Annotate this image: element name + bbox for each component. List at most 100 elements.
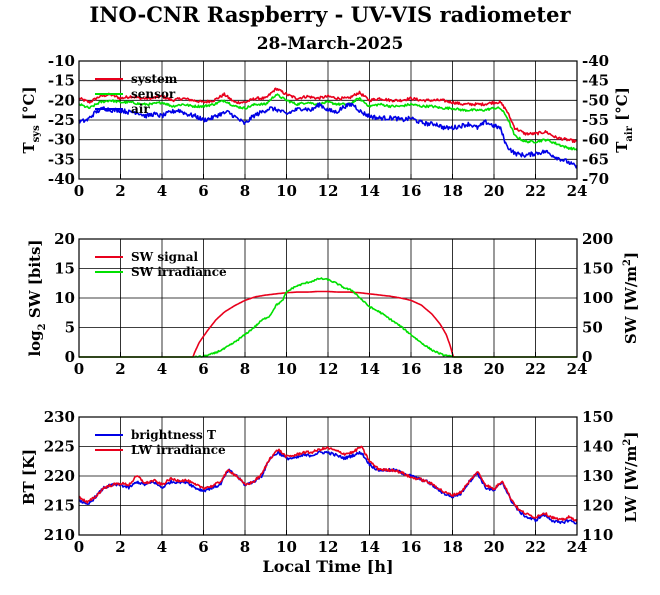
y-tick-label-right: -40: [582, 52, 609, 70]
series-line-system: [78, 87, 578, 143]
x-tick-label: 2: [115, 360, 125, 378]
x-tick-label: 0: [74, 182, 84, 200]
x-tick-label: 4: [157, 182, 167, 200]
ylabel-left: BT [K]: [20, 449, 38, 505]
legend-entry: brightness T: [131, 428, 216, 442]
x-tick-label: 24: [567, 538, 588, 556]
plot-frame: [78, 60, 578, 180]
y-tick-label-right: 120: [582, 497, 613, 515]
x-tick-label: 12: [318, 182, 339, 200]
x-tick-label: 16: [401, 360, 422, 378]
panel-temperature: 0 2 4 6 8 10 12 14 16 18 20 22 24-40-35-30-25-20-15-…: [20, 52, 635, 200]
y-tick-label-left: 15: [54, 260, 75, 278]
y-tick-label-right: -50: [582, 91, 609, 109]
legend-entry: SW irradiance: [131, 265, 227, 279]
x-tick-label: 14: [359, 360, 380, 378]
x-tick-label: 18: [442, 538, 463, 556]
legend-entry: system: [131, 72, 178, 86]
y-tick-label-right: 100: [582, 289, 613, 307]
y-tick-label-left: 210: [44, 526, 75, 544]
y-tick-label-left: -15: [48, 72, 75, 90]
y-tick-label-left: 5: [65, 319, 75, 337]
y-tick-label-right: 130: [582, 467, 613, 485]
series-line-brightness-t: [78, 450, 578, 525]
x-axis-label: Local Time [h]: [262, 557, 393, 576]
ylabel-right: Tair [°C]: [613, 87, 635, 153]
plot-frame: [78, 238, 578, 358]
plot-frame: [78, 416, 578, 536]
x-tick-label: 2: [115, 182, 125, 200]
x-tick-label: 10: [276, 360, 297, 378]
x-tick-label: 20: [484, 538, 505, 556]
panel-shortwave: 0 2 4 6 8 10 12 14 16 18 20 22 240510152005010015020…: [26, 230, 640, 378]
series-line-sensor: [78, 93, 578, 151]
ylabel-right: LW [W/m2]: [622, 432, 640, 523]
chart-title: INO-CNR Raspberry - UV-VIS radiometer: [89, 2, 571, 27]
x-tick-label: 8: [240, 182, 250, 200]
chart-subtitle: 28-March-2025: [257, 34, 404, 54]
x-tick-label: 0: [74, 538, 84, 556]
x-tick-label: 6: [198, 182, 208, 200]
x-tick-label: 22: [525, 360, 546, 378]
x-tick-label: 6: [198, 360, 208, 378]
x-tick-label: 6: [198, 538, 208, 556]
series-line-air: [78, 102, 578, 169]
x-tick-label: 18: [442, 182, 463, 200]
ylabel-left: Tsys [°C]: [20, 86, 42, 153]
x-tick-label: 2: [115, 538, 125, 556]
y-tick-label-left: -35: [48, 150, 75, 168]
y-tick-label-left: 20: [54, 230, 75, 248]
y-tick-label-right: 140: [582, 438, 613, 456]
y-tick-label-right: 200: [582, 230, 613, 248]
y-tick-label-right: -55: [582, 111, 609, 129]
series-line-lw-irradiance: [78, 445, 578, 522]
y-tick-label-right: 150: [582, 408, 613, 426]
y-tick-label-right: 50: [582, 319, 603, 337]
y-tick-label-right: 150: [582, 260, 613, 278]
x-tick-label: 14: [359, 182, 380, 200]
y-tick-label-right: -65: [582, 150, 609, 168]
x-tick-label: 22: [525, 538, 546, 556]
x-tick-label: 18: [442, 360, 463, 378]
x-tick-label: 24: [567, 360, 588, 378]
y-tick-label-left: 0: [65, 348, 75, 366]
legend-entry: LW irradiance: [131, 443, 226, 457]
x-tick-label: 24: [567, 182, 588, 200]
x-tick-label: 10: [276, 182, 297, 200]
legend-entry: SW signal: [131, 250, 199, 264]
y-tick-label-left: -40: [48, 170, 75, 188]
y-tick-label-left: -30: [48, 131, 75, 149]
panel-longwave: 0 2 4 6 8 10 12 14 16 18 20 22 242102152202252301101…: [20, 408, 640, 556]
y-tick-label-left: -20: [48, 91, 75, 109]
x-tick-label: 16: [401, 182, 422, 200]
y-tick-label-left: 220: [44, 467, 75, 485]
y-tick-label-left: 10: [54, 289, 75, 307]
x-tick-label: 14: [359, 538, 380, 556]
x-tick-label: 10: [276, 538, 297, 556]
x-tick-label: 8: [240, 360, 250, 378]
x-tick-label: 12: [318, 360, 339, 378]
y-tick-label-right: 0: [582, 348, 592, 366]
y-tick-label-right: -45: [582, 72, 609, 90]
x-tick-label: 16: [401, 538, 422, 556]
legend-entry: air: [131, 102, 150, 116]
y-tick-label-left: -25: [48, 111, 75, 129]
y-tick-label-right: 110: [582, 526, 613, 544]
x-tick-label: 20: [484, 182, 505, 200]
ylabel-left: log2 SW [bits]: [26, 239, 48, 356]
legend-entry: sensor: [131, 87, 176, 101]
x-tick-label: 8: [240, 538, 250, 556]
x-tick-label: 0: [74, 360, 84, 378]
x-tick-label: 4: [157, 538, 167, 556]
y-tick-label-left: 225: [44, 438, 75, 456]
ylabel-right: SW [W/m2]: [622, 252, 640, 344]
y-tick-label-right: -70: [582, 170, 609, 188]
y-tick-label-right: -60: [582, 131, 609, 149]
x-tick-label: 20: [484, 360, 505, 378]
y-tick-label-left: 230: [44, 408, 75, 426]
x-tick-label: 22: [525, 182, 546, 200]
x-tick-label: 12: [318, 538, 339, 556]
y-tick-label-left: 215: [44, 497, 75, 515]
y-tick-label-left: -10: [48, 52, 75, 70]
